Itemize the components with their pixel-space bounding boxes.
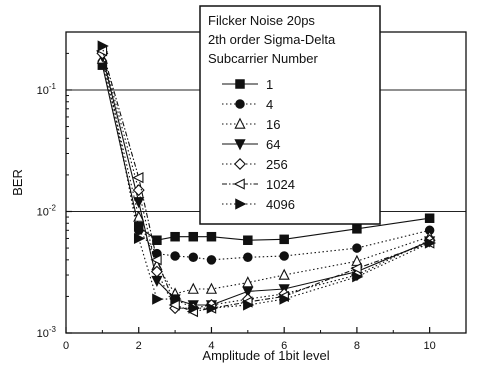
series-marker <box>280 252 288 260</box>
legend-label: 16 <box>266 117 280 132</box>
series-marker <box>207 256 215 264</box>
legend-label: 1 <box>266 77 273 92</box>
legend-label: 64 <box>266 137 280 152</box>
series-marker <box>244 253 252 261</box>
x-tick-label: 0 <box>63 340 69 352</box>
x-tick-label: 10 <box>424 340 436 352</box>
series-marker <box>236 100 244 108</box>
series-marker <box>171 233 179 241</box>
legend-title-line: Filcker Noise 20ps <box>208 13 315 28</box>
series-marker <box>207 233 215 241</box>
series-marker <box>425 214 433 222</box>
series-marker <box>353 225 361 233</box>
y-tick-label: 10-1 <box>37 82 57 97</box>
series-marker <box>189 284 198 293</box>
x-tick-label: 8 <box>354 340 360 352</box>
series-marker <box>280 235 288 243</box>
series-marker <box>135 234 144 243</box>
series-marker <box>153 236 161 244</box>
series-marker <box>171 252 179 260</box>
y-tick-exponent: -2 <box>49 203 57 212</box>
x-tick-label: 2 <box>136 340 142 352</box>
series-marker <box>244 236 252 244</box>
series-marker <box>279 270 288 279</box>
y-axis-title: BER <box>10 169 25 196</box>
legend-label: 1024 <box>266 177 295 192</box>
x-axis-title: Amplitude of 1bit level <box>202 348 329 363</box>
y-tick-label: 10-2 <box>37 203 57 218</box>
legend: Filcker Noise 20ps 2th order Sigma-Delta… <box>200 6 380 224</box>
series-marker <box>153 294 162 303</box>
series-marker <box>236 80 244 88</box>
y-tick-exponent: -3 <box>49 325 57 334</box>
legend-title-line: Subcarrier Number <box>208 51 318 66</box>
legend-label: 4096 <box>266 197 295 212</box>
y-tick-label: 10-3 <box>37 325 57 340</box>
y-tick-exponent: -1 <box>49 82 57 91</box>
series-marker <box>353 244 361 252</box>
series-marker <box>189 253 197 261</box>
legend-label: 4 <box>266 97 273 112</box>
series-marker <box>135 226 143 234</box>
legend-title-line: 2th order Sigma-Delta <box>208 32 336 47</box>
series-marker <box>189 233 197 241</box>
legend-label: 256 <box>266 157 288 172</box>
